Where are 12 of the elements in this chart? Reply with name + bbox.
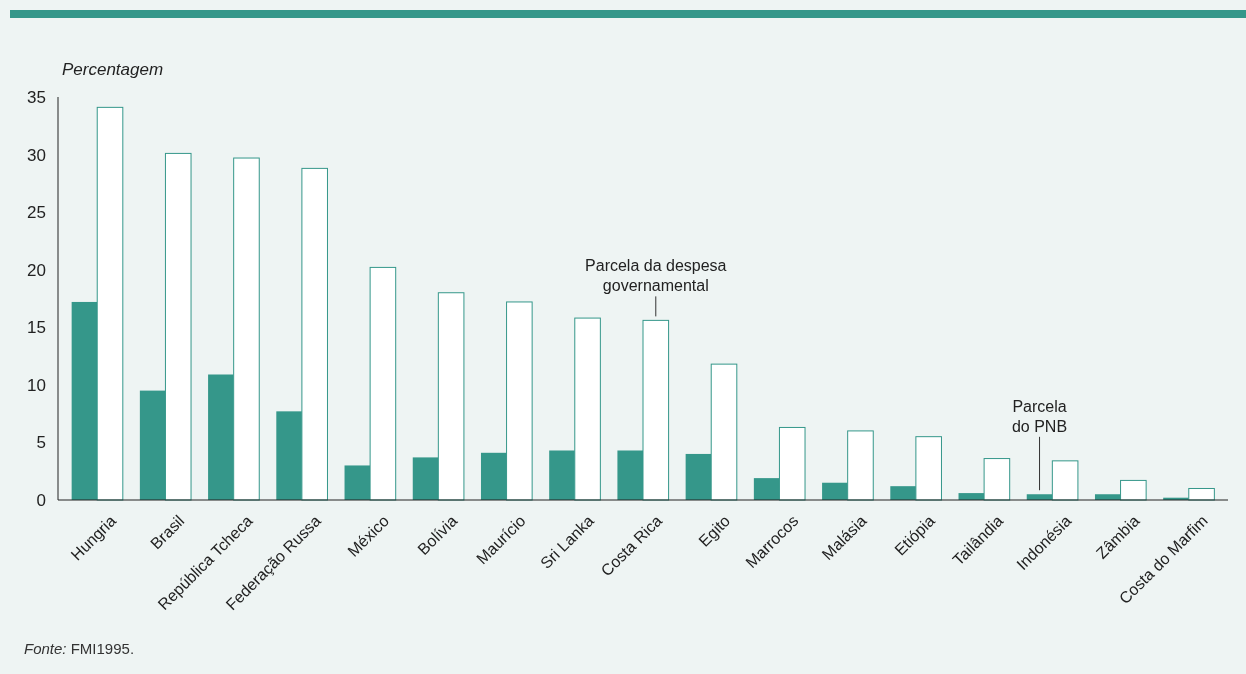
text: Parcela do PNB [1011,397,1068,435]
y-tick-label: 20 [27,260,46,280]
y-tick-label: 15 [27,318,46,338]
y-tick-label: 30 [27,145,46,165]
y-axis-title: Percentagem [62,60,164,79]
series-label: Parcela da despesa governamental [585,257,727,295]
y-tick-label: 0 [36,490,46,510]
y-tick-label: 35 [27,87,46,107]
source-note: Fonte: FMI1995. [24,640,135,657]
y-tick-label: 5 [36,433,46,453]
y-tick-label: 25 [27,203,46,223]
y-tick-label: 10 [27,375,46,395]
